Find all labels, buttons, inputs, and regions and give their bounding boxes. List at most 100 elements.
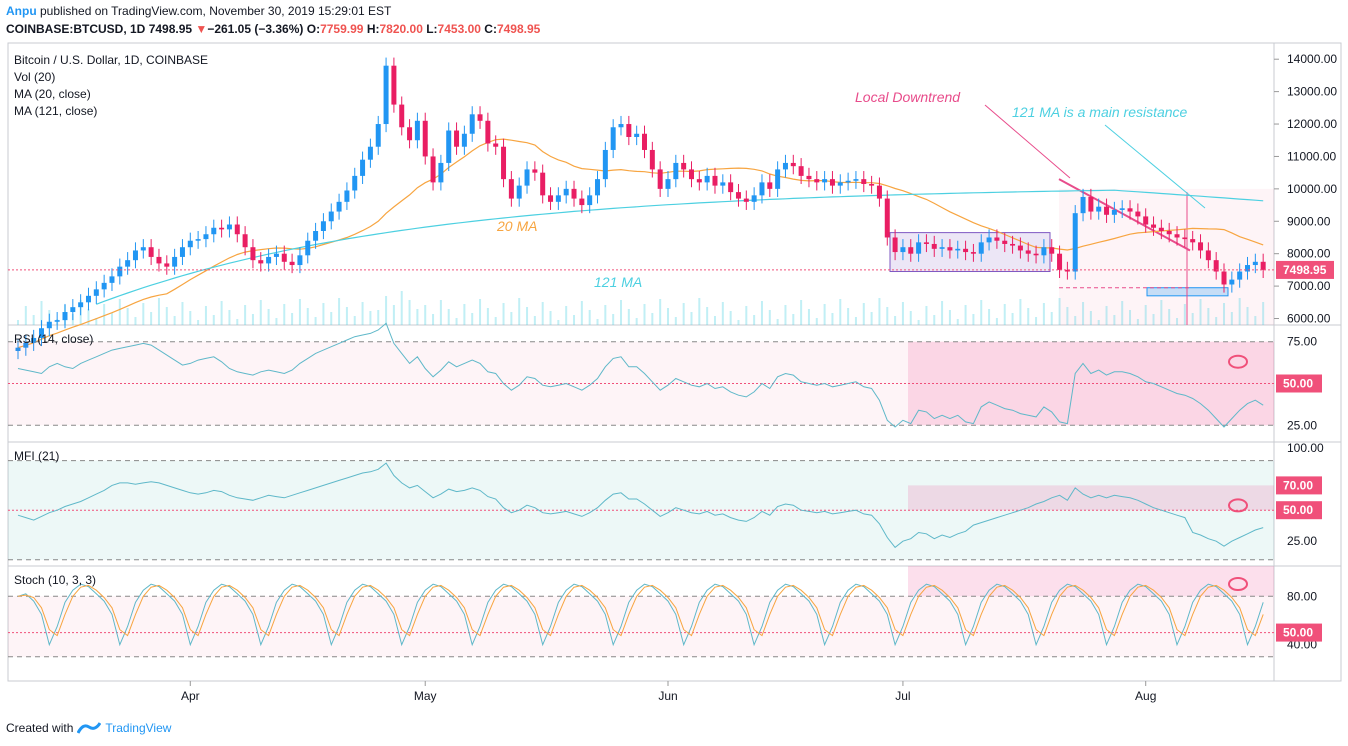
volume-bar [32, 315, 35, 325]
volume-bar [674, 317, 677, 325]
candle-body [767, 182, 773, 189]
candle-body [273, 253, 279, 257]
candle-body [62, 312, 68, 321]
candle-body [1190, 239, 1196, 243]
volume-bar [1199, 299, 1202, 325]
volume-bar [706, 307, 709, 325]
candle-body [1002, 240, 1008, 244]
candle-body [548, 195, 554, 202]
volume-bar [392, 305, 395, 325]
volume-bar [1136, 319, 1139, 325]
eye-icon [1228, 498, 1248, 513]
price-tick-label: 12000.00 [1287, 117, 1337, 131]
volume-bar [635, 318, 638, 325]
volume-bar [322, 303, 325, 325]
candle-body [266, 256, 272, 264]
candle-body [438, 162, 444, 183]
volume-bar [275, 318, 278, 325]
price-change: −261.05 (−3.36%) [207, 22, 304, 36]
volume-bar [526, 307, 529, 325]
annotation-local-downtrend: Local Downtrend [855, 89, 961, 105]
volume-bar [721, 302, 724, 325]
volume-bar [964, 305, 967, 325]
candle-body [179, 247, 185, 257]
volume-bar [1152, 314, 1155, 325]
candle-body [336, 201, 342, 212]
candle-body [704, 175, 710, 183]
candle-body [109, 276, 115, 283]
volume-bar [862, 303, 865, 325]
candle-body [822, 179, 828, 183]
candle-body [775, 169, 781, 189]
candle-body [297, 255, 303, 266]
candle-body [563, 188, 569, 196]
volume-bar [541, 302, 544, 325]
candle-body [375, 124, 381, 147]
volume-bar [612, 314, 615, 325]
candle-body [555, 195, 561, 202]
candle-body [1057, 253, 1063, 270]
candle-body [876, 185, 882, 199]
price-tick-label: 14000.00 [1287, 52, 1337, 66]
volume-bar [1207, 308, 1210, 325]
rsi-highlight [908, 341, 1274, 426]
volume-bar [110, 313, 113, 325]
last-price-tag-label: 7498.95 [1283, 263, 1327, 277]
candle-body [117, 266, 123, 277]
volume-bar [17, 320, 19, 325]
volume-bar [510, 312, 513, 325]
annotation-121-ma: 121 MA [594, 274, 642, 290]
candle-body [187, 240, 193, 248]
candle-body [657, 169, 663, 189]
mfi-tick-label: 25.00 [1287, 534, 1317, 548]
volume-bar [988, 309, 991, 325]
mfi-tick-label: 100.00 [1287, 441, 1324, 455]
ma20-line [17, 138, 1264, 349]
price-tick-label: 13000.00 [1287, 85, 1337, 99]
volume-bar [408, 300, 411, 325]
candle-body [759, 182, 765, 196]
volume-bar [596, 319, 599, 325]
candle-body [1158, 227, 1164, 231]
volume-bar [1019, 299, 1022, 325]
candle-body [1127, 208, 1133, 212]
volume-bar [565, 306, 568, 325]
candle-body [23, 342, 29, 348]
candle-body [101, 282, 107, 290]
candle-body [1221, 271, 1227, 285]
candle-body [54, 320, 60, 322]
volume-bar [1191, 313, 1194, 325]
candle-body [234, 224, 240, 235]
volume-bar [24, 306, 27, 325]
candle-body [649, 149, 655, 170]
candle-body [892, 237, 898, 253]
candle-body [508, 179, 514, 199]
annotation-20-ma: 20 MA [496, 218, 537, 234]
candle-body [861, 179, 867, 184]
candle-body [626, 124, 632, 137]
volume-bar [1223, 303, 1226, 325]
volume-bar [870, 312, 873, 325]
candle-body [1017, 245, 1023, 251]
volume-bar [659, 299, 662, 325]
volume-bar [933, 315, 936, 325]
candle-body [728, 182, 734, 193]
price-tick-label: 11000.00 [1287, 149, 1336, 163]
volume-bar [502, 303, 505, 325]
candle-body [493, 143, 499, 147]
publisher-name[interactable]: Anpu [6, 4, 37, 18]
volume-bar [682, 303, 685, 325]
volume-bar [259, 300, 262, 325]
tradingview-brand[interactable]: TradingView [105, 721, 172, 735]
volume-bar [1042, 303, 1045, 325]
candle-body [923, 242, 929, 244]
candle-body [1111, 209, 1117, 215]
volume-bar [588, 310, 591, 325]
candle-body [352, 175, 358, 191]
candle-body [814, 179, 820, 183]
candle-body [140, 247, 146, 251]
downtrend-arrow [984, 104, 1071, 179]
range-box [889, 232, 1051, 273]
high-label: H: [366, 22, 380, 36]
